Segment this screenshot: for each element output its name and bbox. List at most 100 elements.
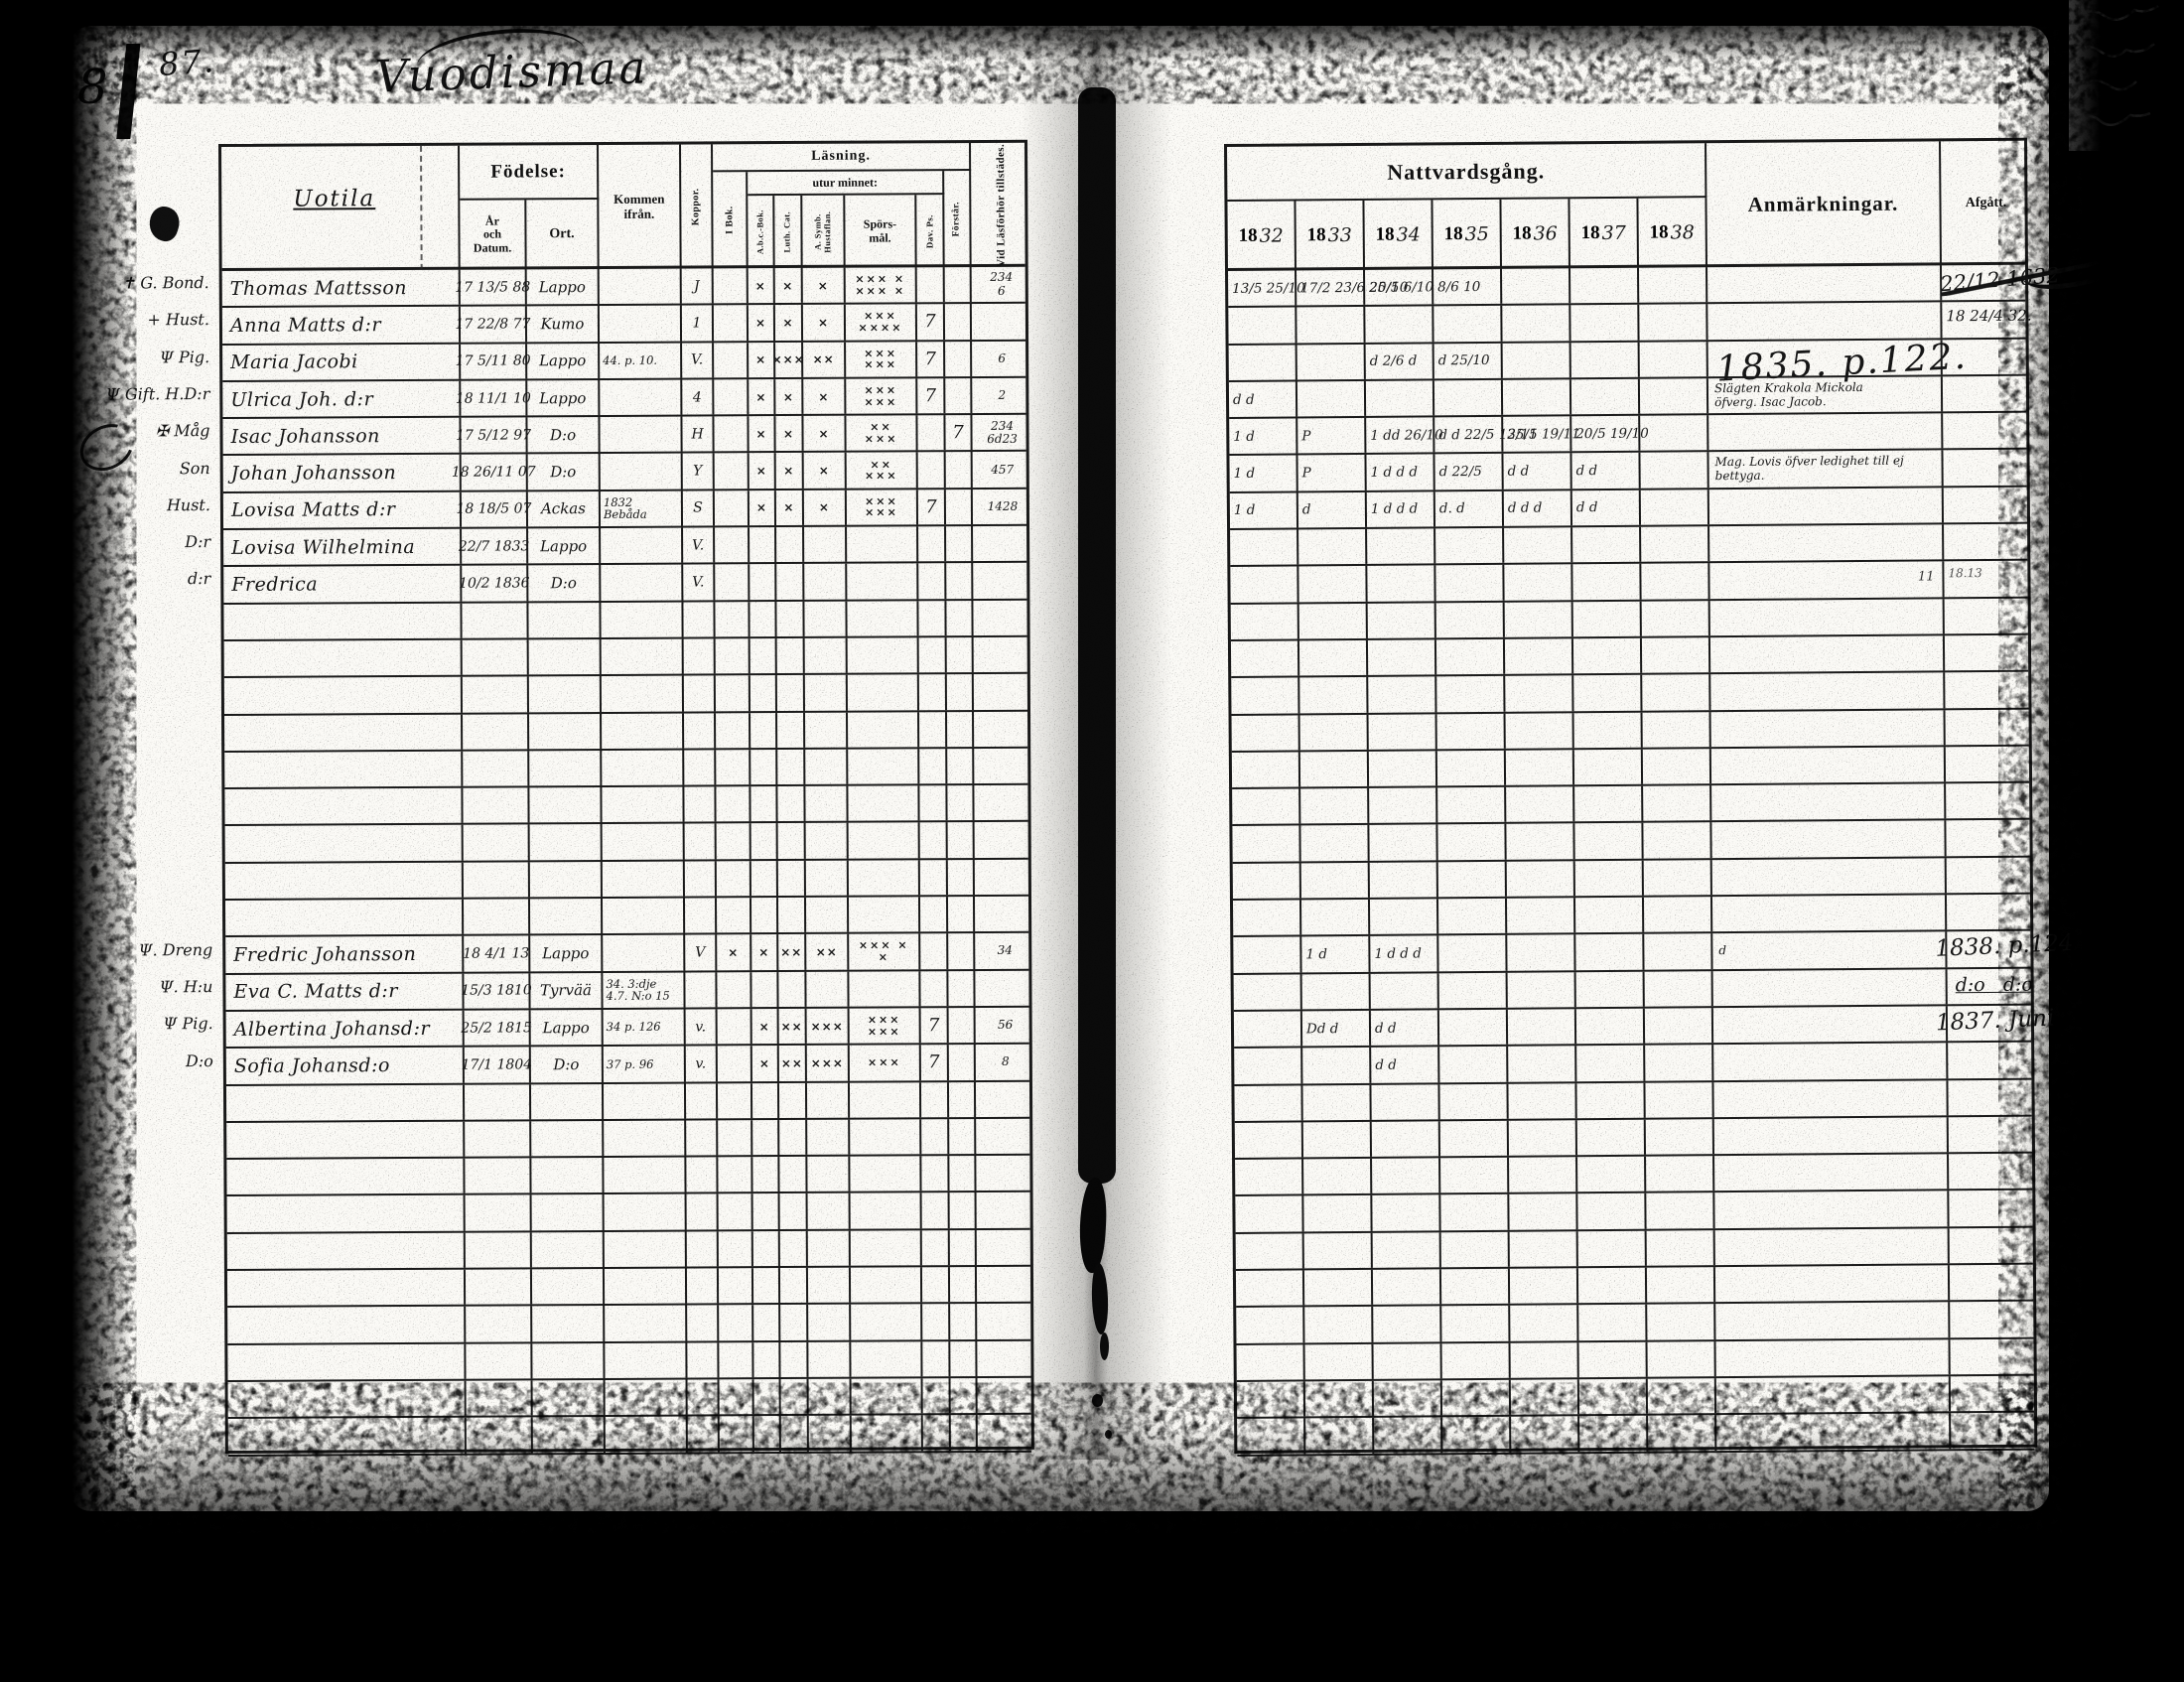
cell-luth <box>780 1305 809 1340</box>
year-1834: 18 34 <box>1364 200 1433 270</box>
communion-table: Nattvardsgång. 18 32 18 33 18 34 18 35 18 36 18 37 1… <box>1224 137 2113 1457</box>
cell-ort: Kumo <box>526 306 601 342</box>
cell-year <box>1442 1416 1512 1453</box>
book-binding <box>1078 87 1116 1184</box>
cell-year <box>1232 863 1301 899</box>
cell-vid <box>974 749 1033 784</box>
cell-name <box>226 1232 466 1269</box>
cell-year <box>1228 345 1297 380</box>
cell-year <box>1372 1194 1441 1231</box>
entry-koppor: V. <box>692 574 705 591</box>
cell-afgatt: d:o d:o <box>1948 968 2037 1004</box>
ink-swirl <box>71 414 142 481</box>
cell-spors <box>851 1415 923 1452</box>
cell-year <box>1441 1342 1511 1379</box>
cell-kommen <box>601 675 684 712</box>
examination-row <box>225 1081 1030 1123</box>
cell-vid: 8 <box>976 1045 1035 1080</box>
communion-row <box>1231 671 2029 716</box>
cell-year: 1 d d d <box>1370 935 1439 972</box>
cell-name <box>227 1343 467 1380</box>
cell-symb: × <box>803 415 847 452</box>
cell-kommen <box>601 564 684 601</box>
header-afgatt: Afgått. <box>1965 195 2007 210</box>
entry-vid: 34 <box>997 943 1013 958</box>
cell-forstar <box>950 1304 978 1339</box>
margin-status: Ψ Gift. H.D:r <box>105 383 210 404</box>
cell-afgatt <box>1944 487 2033 522</box>
year-hand: 34 <box>1396 223 1421 246</box>
cell-kommen <box>605 1342 688 1378</box>
cell-year <box>1300 862 1370 899</box>
cell-name <box>225 1084 466 1121</box>
cell-year: 1 d d d <box>1366 454 1435 491</box>
cell-kommen <box>605 1305 688 1341</box>
cell-year <box>1439 1120 1510 1157</box>
communion-row: 13/5 25/10 17/2 23/6 20/10 25/5 6/10 8/6 10… <box>1228 259 2113 309</box>
cell-ibok <box>714 490 751 526</box>
cell-afgatt <box>1943 413 2032 449</box>
examination-row <box>226 1266 1031 1309</box>
cell-abc <box>752 1157 780 1192</box>
cell-anmarkning <box>1709 598 1945 636</box>
cell-year <box>1297 380 1367 417</box>
cell-year <box>1235 1270 1305 1307</box>
cell-spors <box>847 637 919 673</box>
entry-birth: 17 22/8 77 <box>455 316 531 333</box>
entry-luth: × <box>782 315 794 330</box>
cell-year <box>1370 972 1439 1009</box>
entry-koppor: v. <box>695 1019 707 1036</box>
entry-koppor: S <box>693 499 703 516</box>
cell-year: d d <box>1228 381 1298 418</box>
entry-luth: ×× <box>780 1019 803 1034</box>
header-sporsmal: Spörs- mål. <box>845 195 917 268</box>
cell-year <box>1647 1340 1716 1377</box>
cell-afgatt <box>1945 635 2034 671</box>
cell-spors: ××× × × <box>849 933 921 970</box>
entry-name: Lovisa Matts d:r <box>230 498 396 522</box>
cell-vid <box>975 897 1034 932</box>
cell-year <box>1299 714 1369 751</box>
cell-forstar <box>946 674 974 710</box>
cell-anmarkning: Mag. Lovis öfver ledighet till ej bettyg… <box>1708 450 1944 488</box>
communion-marks: d. d <box>1438 500 1465 517</box>
communion-marks: 20/5 19/10 <box>1575 425 1649 443</box>
cell-ort <box>529 861 603 898</box>
cell-year <box>1578 1305 1648 1340</box>
cell-name <box>224 825 464 862</box>
examination-row: Thomas Mattsson 17 13/5 88 Lappo J × × × ××× × … <box>221 266 1025 309</box>
cell-ort <box>532 1342 606 1379</box>
cell-dav <box>918 526 947 562</box>
cell-year <box>1299 751 1370 787</box>
cell-symb <box>807 1119 851 1156</box>
cell-birth: 10/2 1836 <box>459 565 530 602</box>
communion-row <box>1235 1264 2034 1309</box>
cell-ort <box>532 1417 606 1453</box>
cell-year <box>1504 564 1573 601</box>
cell-ort <box>529 750 603 786</box>
communion-row: 1 d 1 d d d d 1838. p.124 <box>1233 930 2074 975</box>
cell-symb <box>808 1378 852 1415</box>
cell-dav: 7 <box>920 1008 949 1044</box>
cell-year <box>1368 751 1438 787</box>
examination-table-header: Uotila Födelse: År och Datum. Ort. Komme… <box>221 142 1025 271</box>
communion-row <box>1231 746 2030 790</box>
examination-row: Lovisa Wilhelmina 22/7 1833 Lappo V. <box>223 525 1027 568</box>
cell-year <box>1576 1119 1647 1156</box>
entry-luth: × <box>783 464 795 479</box>
cell-abc: × <box>751 1046 779 1081</box>
cell-anmarkning <box>1711 820 1947 858</box>
cell-year <box>1438 972 1508 1009</box>
cell-ibok <box>719 1379 754 1415</box>
entry-luth: ×× <box>780 1055 803 1070</box>
cell-year <box>1572 601 1642 637</box>
cell-abc <box>751 786 778 822</box>
cell-koppor: H <box>682 416 715 453</box>
cell-vid <box>974 711 1033 747</box>
cell-kommen <box>604 1268 688 1305</box>
cell-abc <box>751 1082 780 1119</box>
entry-koppor: 1 <box>692 315 702 332</box>
cell-birth <box>465 1121 532 1157</box>
communion-row: 1 d P 1 dd 26/10 d d 22/5 13/11 25/5 19/11 20… <box>1229 412 2027 457</box>
margin-status: d:r <box>187 569 211 589</box>
